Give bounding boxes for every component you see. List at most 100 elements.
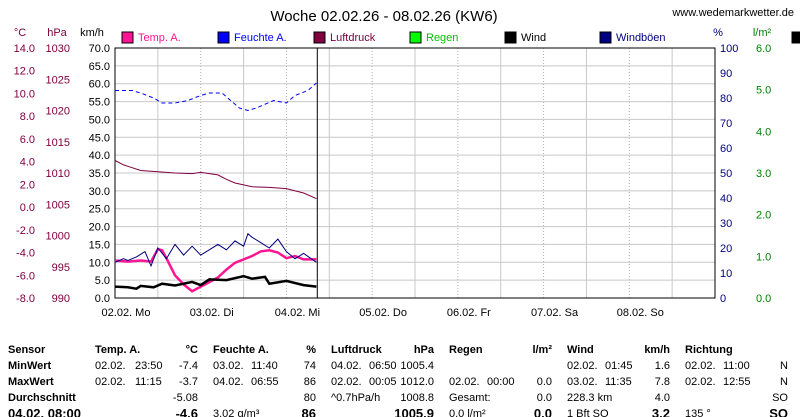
temp-tick-label: -6.0 (16, 270, 35, 282)
rain-value: 0.0 (536, 376, 552, 388)
wind-date: 02.02. (567, 360, 598, 372)
humidity-tick-label: 0 (720, 293, 726, 305)
wind-value: 1.6 (654, 360, 670, 372)
temp-tick-label: 12.0 (14, 66, 35, 78)
x-tick-label: 07.02. Sa (531, 307, 579, 319)
wind-tick-label: 40.0 (89, 150, 110, 162)
humidity-time: 06:55 (251, 376, 279, 388)
rain-value: 0.0 (533, 406, 552, 417)
humidity-tick-label: 10 (720, 268, 732, 280)
series-line-gust (114, 232, 317, 268)
wind-beaufort: 1 Bft SO (567, 408, 609, 417)
legend-label: Windböen (616, 32, 666, 44)
wind-tick-label: 50.0 (89, 114, 110, 126)
direction-degrees: 135 ° (685, 408, 711, 417)
humidity-date: 04.02. (213, 376, 244, 388)
direction-date: 02.02. (685, 360, 716, 372)
wind-date: 03.02. (567, 376, 598, 388)
wind-tick-label: 35.0 (89, 168, 110, 180)
legend-swatch (121, 31, 134, 44)
temp-value: -7.4 (179, 360, 198, 372)
chart-title: Woche 02.02.26 - 08.02.26 (KW6) (270, 8, 497, 25)
pressure-time: 06:50 (369, 360, 397, 372)
rain-time: 00:00 (487, 376, 515, 388)
header-pressure-unit: hPa (413, 344, 434, 356)
header-humidity: Feuchte A. (213, 344, 269, 356)
pressure-date: 02.02. (331, 376, 362, 388)
row-label: MinWert (8, 360, 52, 372)
temp-tick-label: 4.0 (20, 157, 35, 169)
temp-tick-label: -2.0 (16, 225, 35, 237)
row-label: 04.02. 08:00 (8, 406, 82, 417)
temp-tick-label: 0.0 (20, 202, 35, 214)
wind-tick-label: 10.0 (89, 257, 110, 269)
pressure-tick-label: 1015 (46, 137, 70, 149)
humidity-tick-label: 80 (720, 93, 732, 105)
pressure-tick-label: 1005 (46, 199, 70, 211)
direction-value: SO (772, 392, 788, 404)
humidity-value: 80 (303, 392, 316, 404)
wind-tick-label: 20.0 (89, 222, 110, 234)
pressure-tick-label: 995 (52, 262, 70, 274)
pressure-date: 04.02. (331, 360, 362, 372)
humidity-tick-label: 100 (720, 43, 738, 55)
x-tick-label: 05.02. Do (359, 307, 407, 319)
wind-tick-label: 55.0 (89, 97, 110, 109)
direction-value: N (780, 376, 788, 388)
series-line-wind (114, 274, 317, 291)
temp-tick-label: 8.0 (20, 111, 35, 123)
legend-swatch-extra (791, 31, 800, 44)
temp-tick-label: 6.0 (20, 134, 35, 146)
rain-tick-label: 4.0 (756, 126, 771, 138)
pressure-time: 00:05 (369, 376, 397, 388)
site-url: www.wedemarkwetter.de (671, 7, 794, 19)
temp-value: -5.08 (172, 392, 198, 404)
rain-tick-label: 0.0 (756, 293, 771, 305)
humidity-tick-label: 40 (720, 193, 732, 205)
x-tick-label: 08.02. So (617, 307, 664, 319)
wind-time: 11:35 (605, 376, 632, 388)
pressure-value: 1012.0 (400, 376, 434, 388)
humidity-tick-label: 60 (720, 143, 732, 155)
header-rain: Regen (449, 344, 483, 356)
wind-time: 01:45 (605, 360, 633, 372)
header-temp: Temp. A. (95, 344, 141, 356)
legend-swatch (313, 31, 326, 44)
temp-tick-label: 2.0 (20, 179, 35, 191)
absolute-humidity: 3.02 g/m³ (213, 408, 260, 417)
direction-time: 11:00 (723, 360, 750, 372)
rain-current: 0.0 l/m² (449, 408, 486, 417)
temp-tick-label: -4.0 (16, 248, 35, 260)
pressure-value: 1005.4 (400, 360, 434, 372)
rain-tick-label: 3.0 (756, 168, 771, 180)
x-tick-label: 04.02. Mi (275, 307, 320, 319)
rain-tick-label: 5.0 (756, 85, 771, 97)
series-line-pressure (114, 160, 317, 200)
wind-tick-label: 30.0 (89, 186, 110, 198)
humidity-tick-label: 70 (720, 118, 732, 130)
pressure-value: 1005.9 (394, 406, 434, 417)
legend-label: Luftdruck (330, 32, 376, 44)
wind-value: 7.8 (654, 376, 670, 388)
legend-label: Wind (521, 32, 546, 44)
wind-tick-label: 0.0 (95, 293, 110, 305)
humidity-tick-label: 90 (720, 68, 732, 80)
legend-label: Regen (426, 32, 458, 44)
legend-swatch (504, 31, 517, 44)
pressure-tick-label: 1030 (46, 43, 70, 55)
temp-time: 11:15 (135, 376, 162, 388)
direction-value: SO (769, 406, 788, 417)
legend-label: Feuchte A. (234, 32, 287, 44)
direction-value: N (780, 360, 788, 372)
x-tick-label: 02.02. Mo (102, 307, 151, 319)
direction-date: 02.02. (685, 376, 716, 388)
pressure-tick-label: 1020 (46, 106, 70, 118)
rain-tick-label: 6.0 (756, 43, 771, 55)
rain-tick-label: 1.0 (756, 251, 771, 263)
header-sensor: Sensor (8, 344, 46, 356)
legend-swatch (217, 31, 230, 44)
temp-date: 02.02. (95, 360, 126, 372)
humidity-value: 86 (303, 376, 316, 388)
temp-unit-label: °C (14, 27, 26, 39)
header-pressure: Luftdruck (331, 344, 382, 356)
